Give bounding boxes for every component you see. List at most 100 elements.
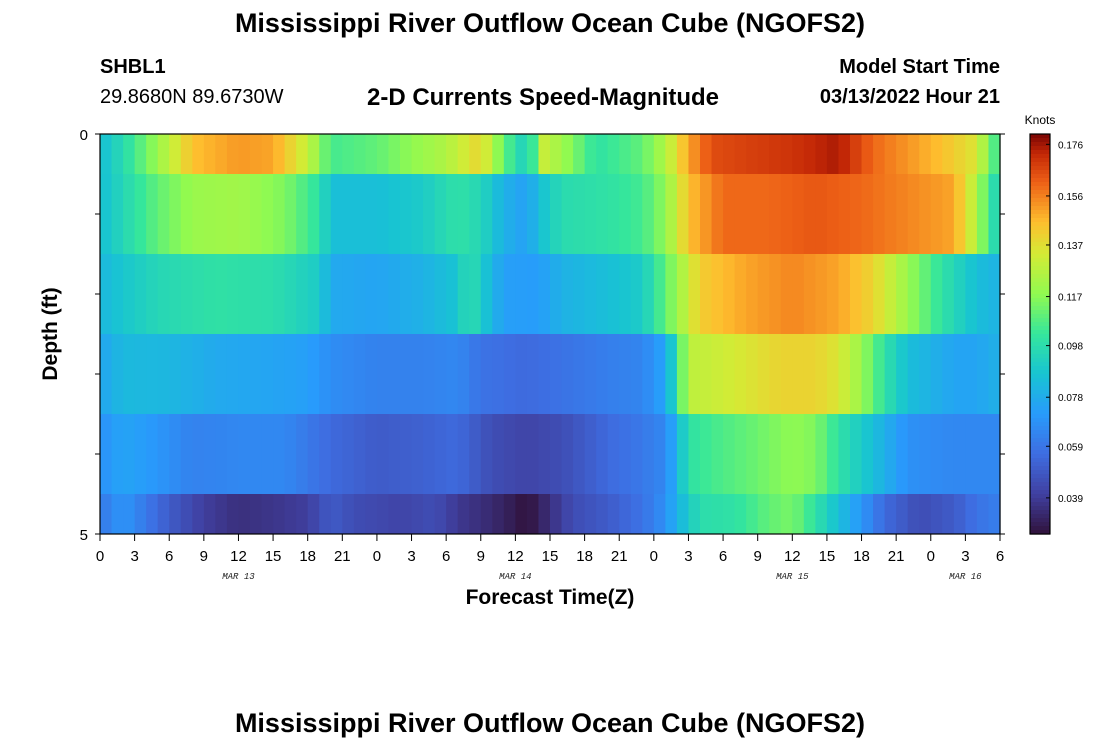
heatmap-cell: [307, 494, 320, 534]
heatmap-cell: [503, 334, 516, 414]
heatmap-cell: [826, 334, 840, 414]
x-tick-label: 15: [819, 548, 836, 565]
colorbar-segment: [1030, 506, 1050, 511]
heatmap-cell: [642, 174, 655, 254]
heatmap-cell: [203, 414, 216, 494]
main-title: Mississippi River Outflow Ocean Cube (NG…: [234, 8, 866, 38]
heatmap-cell: [388, 494, 401, 534]
heatmap-cell: [676, 254, 690, 334]
colorbar-segment: [1030, 306, 1050, 311]
colorbar-tick-label: 0.156: [1058, 192, 1083, 203]
heatmap-cell: [503, 134, 516, 174]
heatmap-cell: [665, 174, 678, 254]
colorbar-segment: [1030, 178, 1050, 183]
heatmap-cell: [676, 134, 690, 174]
heatmap-cell: [238, 334, 251, 414]
heatmap-cell: [434, 134, 447, 174]
heatmap-cell: [619, 134, 632, 174]
heatmap-cell: [976, 414, 990, 494]
colorbar-units-label: Knots: [1025, 113, 1056, 127]
heatmap-cell: [134, 174, 147, 254]
heatmap-cell: [273, 254, 286, 334]
footer-title: Mississippi River Outflow Ocean Cube (NG…: [234, 708, 866, 738]
heatmap-cell: [711, 494, 724, 534]
heatmap-cell: [907, 174, 920, 254]
heatmap-cell: [157, 174, 170, 254]
x-tick-label: 0: [927, 548, 935, 565]
heatmap-cell: [319, 494, 332, 534]
colorbar-segment: [1030, 446, 1050, 451]
heatmap-cell: [157, 414, 170, 494]
heatmap-cell: [596, 334, 609, 414]
colorbar-segment: [1030, 434, 1050, 439]
heatmap-cell: [965, 254, 978, 334]
colorbar-segment: [1030, 182, 1050, 187]
colorbar-segment: [1030, 222, 1050, 227]
x-tick-label: 3: [961, 548, 969, 565]
heatmap-cell: [723, 134, 736, 174]
x-tick-label: 12: [784, 548, 801, 565]
heatmap-cell: [630, 174, 643, 254]
heatmap-cell: [988, 174, 1001, 254]
heatmap-cell: [457, 414, 470, 494]
heatmap-cell: [226, 254, 240, 334]
heatmap-cell: [123, 414, 136, 494]
heatmap-cell: [792, 494, 805, 534]
heatmap-cell: [688, 494, 701, 534]
heatmap-cell: [284, 414, 297, 494]
colorbar-segment: [1030, 186, 1050, 191]
colorbar-segment: [1030, 522, 1050, 527]
heatmap-cell: [700, 494, 713, 534]
heatmap-cell: [873, 334, 886, 414]
heatmap-cell: [353, 494, 366, 534]
heatmap-cell: [596, 414, 609, 494]
heatmap-cell: [988, 134, 1001, 174]
heatmap-cell: [861, 414, 874, 494]
heatmap-cell: [550, 254, 563, 334]
heatmap-cell: [446, 174, 459, 254]
heatmap-cell: [838, 414, 851, 494]
colorbar-segment: [1030, 330, 1050, 335]
heatmap-cell: [123, 254, 136, 334]
heatmap-cell: [653, 134, 666, 174]
heatmap-cell: [653, 414, 666, 494]
colorbar-segment: [1030, 202, 1050, 207]
heatmap-cell: [100, 334, 113, 414]
colorbar-segment: [1030, 246, 1050, 251]
heatmap-cell: [907, 134, 920, 174]
heatmap-cell: [515, 334, 528, 414]
heatmap-cell: [619, 414, 632, 494]
heatmap-cell: [642, 254, 655, 334]
heatmap-cell: [480, 134, 493, 174]
heatmap-cell: [284, 134, 297, 174]
heatmap-cell: [884, 134, 897, 174]
heatmap-cell: [261, 174, 274, 254]
heatmap-cell: [342, 174, 355, 254]
heatmap-cell: [492, 334, 505, 414]
date-label: MAR 15: [776, 572, 809, 582]
heatmap-cell: [942, 134, 955, 174]
heatmap-cell: [423, 254, 436, 334]
colorbar-segment: [1030, 310, 1050, 315]
heatmap-cell: [769, 174, 782, 254]
heatmap-cell: [480, 414, 493, 494]
heatmap-cell: [157, 134, 170, 174]
heatmap-cell: [411, 254, 424, 334]
heatmap-cell: [169, 334, 182, 414]
heatmap-cell: [400, 134, 413, 174]
colorbar-segment: [1030, 290, 1050, 295]
heatmap-cell: [123, 134, 136, 174]
colorbar-segment: [1030, 390, 1050, 395]
x-tick-label: 15: [542, 548, 559, 565]
heatmap-cell: [953, 414, 966, 494]
heatmap-cell: [434, 334, 447, 414]
heatmap-cell: [319, 174, 332, 254]
heatmap-cell: [388, 334, 401, 414]
colorbar-segment: [1030, 230, 1050, 235]
colorbar-segment: [1030, 498, 1050, 503]
colorbar-segment: [1030, 282, 1050, 287]
colorbar-tick-label: 0.176: [1058, 140, 1083, 151]
heatmap-cell: [780, 334, 793, 414]
heatmap-cell: [619, 254, 632, 334]
x-tick-label: 9: [200, 548, 208, 565]
